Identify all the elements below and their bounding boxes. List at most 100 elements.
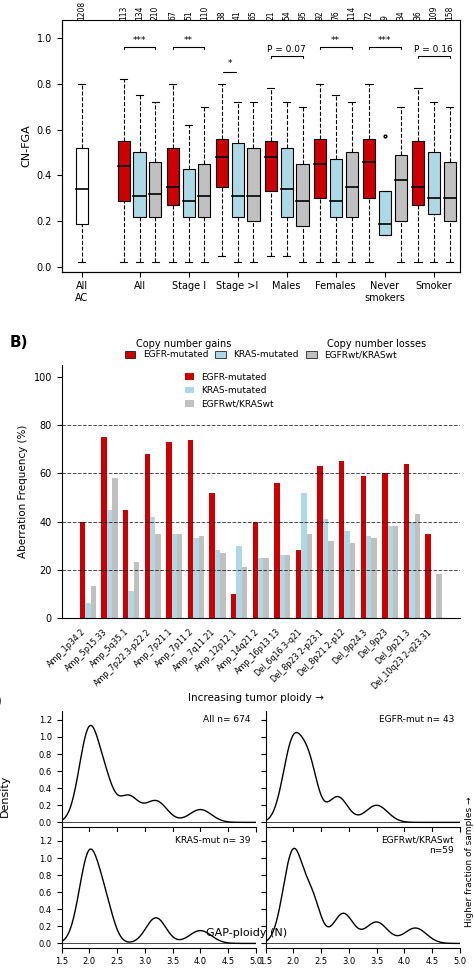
Text: 114: 114 [347, 5, 356, 20]
Bar [258, 558, 264, 617]
Bar [237, 545, 242, 617]
Text: 92: 92 [315, 10, 324, 20]
Bar [107, 509, 112, 617]
Bar [345, 531, 350, 617]
Bar [134, 152, 146, 217]
Bar [247, 148, 260, 221]
Bar [285, 555, 291, 617]
Bar [323, 519, 328, 617]
Bar [393, 527, 399, 617]
Bar [361, 476, 366, 617]
Text: C): C) [0, 694, 2, 709]
Text: 51: 51 [184, 10, 193, 20]
Bar [281, 148, 293, 217]
Y-axis label: Aberration Frequency (%): Aberration Frequency (%) [18, 425, 28, 558]
Text: 134: 134 [135, 5, 144, 20]
Bar [76, 148, 88, 224]
Bar [112, 479, 118, 617]
Text: 210: 210 [151, 5, 160, 20]
Bar [101, 438, 107, 617]
Bar [412, 141, 424, 205]
Text: All n= 674: All n= 674 [202, 715, 250, 724]
Bar [155, 533, 161, 617]
Text: Higher fraction of samples →: Higher fraction of samples → [465, 796, 474, 927]
Bar [91, 586, 96, 617]
Text: **: ** [331, 36, 340, 45]
Bar [182, 168, 195, 217]
Text: 72: 72 [365, 10, 374, 20]
Text: 36: 36 [413, 10, 422, 20]
Legend: EGFR-mutated, KRAS-mutated, EGFRwt/KRASwt: EGFR-mutated, KRAS-mutated, EGFRwt/KRASw… [182, 370, 276, 411]
Bar [426, 533, 431, 617]
Text: 9: 9 [380, 15, 389, 20]
Bar [188, 440, 193, 617]
Text: P = 0.07: P = 0.07 [267, 45, 306, 54]
Text: 95: 95 [298, 10, 307, 20]
Bar [329, 159, 342, 217]
Bar [167, 148, 179, 205]
Bar [199, 164, 210, 217]
Text: 76: 76 [331, 10, 340, 20]
Bar [265, 141, 277, 191]
Text: EGFRwt/KRASwt
n=59: EGFRwt/KRASwt n=59 [381, 836, 454, 855]
Bar [328, 540, 334, 617]
Bar [172, 533, 177, 617]
Bar [264, 558, 269, 617]
Bar [428, 152, 440, 214]
Bar [193, 538, 199, 617]
Bar [166, 443, 172, 617]
Bar [436, 574, 442, 617]
Text: ***: *** [378, 36, 392, 45]
Bar [199, 536, 204, 617]
Text: Density: Density [0, 775, 10, 818]
Text: **: ** [184, 36, 193, 45]
Bar [280, 555, 285, 617]
Bar [394, 154, 407, 221]
Bar [296, 550, 301, 617]
Bar [231, 594, 237, 617]
Bar [404, 464, 409, 617]
Bar [80, 522, 85, 617]
Bar [346, 152, 358, 217]
Bar [415, 514, 420, 617]
Text: KRAS-mut n= 39: KRAS-mut n= 39 [174, 836, 250, 845]
Legend: EGFR-mutated, KRAS-mutated, EGFRwt/KRASwt: EGFR-mutated, KRAS-mutated, EGFRwt/KRASw… [121, 347, 401, 362]
Text: 1208: 1208 [77, 0, 86, 20]
Bar [350, 543, 355, 617]
Text: Copy number gains: Copy number gains [137, 339, 232, 349]
Bar [253, 522, 258, 617]
Bar [382, 474, 388, 617]
Text: 113: 113 [119, 5, 128, 20]
Bar [150, 517, 155, 617]
Bar [85, 603, 91, 617]
Bar [274, 483, 280, 617]
Text: 41: 41 [233, 10, 242, 20]
Text: Copy number losses: Copy number losses [327, 339, 426, 349]
Bar [118, 141, 130, 200]
Bar [296, 164, 309, 226]
Bar [149, 161, 162, 217]
Text: GAP-ploidy (N): GAP-ploidy (N) [206, 928, 287, 938]
Bar [145, 454, 150, 617]
Bar [232, 144, 244, 217]
Bar [366, 536, 372, 617]
Bar [307, 533, 312, 617]
Text: *: * [228, 59, 232, 67]
Text: 158: 158 [445, 5, 454, 20]
Text: P = 0.16: P = 0.16 [414, 45, 453, 54]
Bar [388, 527, 393, 617]
Text: 110: 110 [200, 5, 209, 20]
Bar [318, 466, 323, 617]
Bar [301, 492, 307, 617]
Text: 109: 109 [429, 5, 438, 20]
Title: Increasing tumor ploidy →: Increasing tumor ploidy → [188, 693, 324, 702]
Bar [210, 492, 215, 617]
Text: 34: 34 [396, 10, 405, 20]
Bar [220, 553, 226, 617]
Bar [242, 567, 247, 617]
Bar [409, 522, 415, 617]
Bar [123, 509, 128, 617]
Bar [134, 563, 139, 617]
Text: 38: 38 [217, 10, 226, 20]
Bar [379, 191, 391, 235]
